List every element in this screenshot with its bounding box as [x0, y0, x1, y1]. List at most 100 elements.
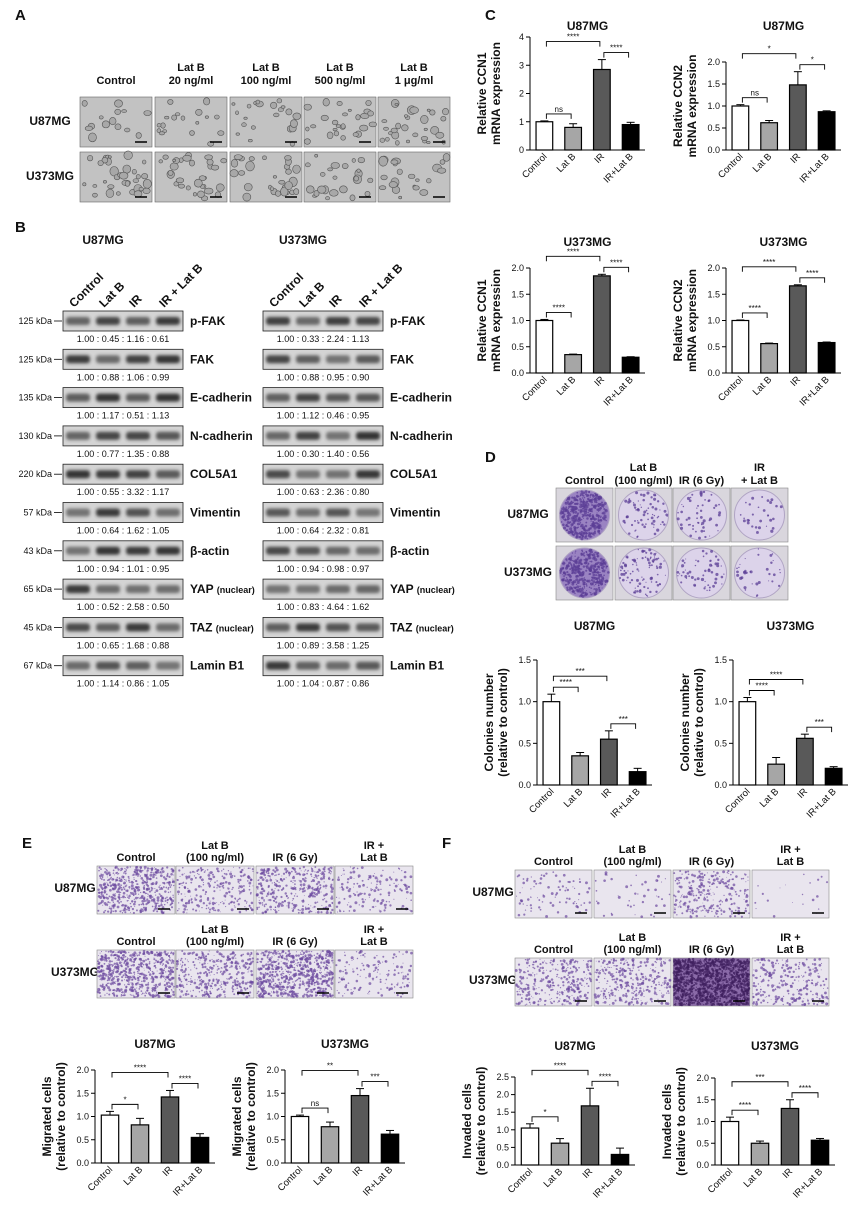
cell	[160, 868, 163, 871]
cell	[302, 965, 305, 968]
colony	[593, 592, 596, 595]
colony	[593, 504, 598, 508]
cell	[193, 981, 197, 985]
cell	[125, 873, 127, 875]
cell	[275, 874, 277, 876]
cell	[208, 884, 212, 888]
band	[266, 393, 290, 402]
cell	[606, 874, 608, 876]
cell	[281, 985, 285, 989]
cell	[165, 960, 169, 964]
colony	[579, 494, 582, 497]
cell	[274, 909, 277, 912]
cell	[267, 979, 270, 981]
cell	[164, 994, 167, 998]
cell	[594, 879, 597, 882]
cell	[656, 879, 659, 882]
cell	[168, 978, 172, 982]
cell	[106, 964, 109, 967]
cell	[375, 905, 377, 907]
cell	[307, 888, 309, 890]
cell	[150, 889, 153, 892]
cell	[144, 874, 148, 878]
colony	[684, 575, 688, 578]
cell	[179, 875, 181, 877]
colony	[689, 534, 693, 538]
colony	[745, 501, 747, 504]
cell	[154, 867, 155, 868]
cell	[182, 994, 185, 996]
cell	[167, 962, 170, 965]
cell	[118, 879, 121, 882]
cell	[384, 960, 388, 963]
cell	[640, 915, 644, 919]
cell	[322, 898, 324, 901]
cell	[164, 115, 170, 120]
cell	[178, 984, 181, 987]
cell	[394, 103, 399, 106]
cell	[162, 886, 165, 888]
cell	[136, 970, 139, 973]
cell	[100, 874, 104, 877]
cell	[350, 989, 352, 991]
colony	[663, 523, 666, 526]
colony	[595, 581, 597, 584]
cell	[393, 898, 395, 900]
band	[126, 508, 150, 517]
cell	[305, 993, 308, 996]
cell	[260, 896, 264, 900]
cell	[206, 898, 210, 901]
cell	[167, 887, 170, 890]
colony	[574, 496, 576, 499]
colony	[694, 564, 697, 567]
cell	[147, 971, 150, 973]
cell	[162, 881, 166, 885]
cell	[242, 993, 245, 996]
colony	[577, 566, 580, 569]
cell	[184, 893, 186, 895]
band	[356, 508, 380, 517]
cell	[353, 886, 354, 888]
cell	[133, 898, 136, 900]
cell	[142, 973, 146, 976]
cell	[117, 975, 120, 978]
band	[296, 393, 320, 402]
cell	[92, 192, 98, 198]
cell	[129, 912, 131, 914]
colony	[714, 581, 717, 585]
cell	[406, 897, 407, 899]
cell	[277, 959, 279, 961]
cell	[117, 954, 120, 958]
cell	[366, 886, 368, 888]
colony	[765, 525, 768, 527]
cell	[408, 968, 412, 972]
cell	[343, 869, 345, 872]
cell	[196, 972, 199, 975]
cell	[155, 889, 159, 892]
cell	[345, 961, 349, 964]
column-header: 1 μg/ml	[395, 75, 434, 87]
colony	[720, 565, 722, 567]
cell	[203, 962, 206, 965]
cell	[142, 882, 143, 884]
colony	[572, 533, 575, 537]
cell	[164, 877, 168, 881]
cell	[382, 955, 385, 958]
cell	[376, 883, 378, 886]
cell	[162, 911, 165, 914]
colony	[580, 537, 584, 541]
cell	[231, 985, 235, 988]
colony	[576, 514, 579, 516]
colony	[646, 595, 649, 597]
cell	[327, 953, 329, 955]
cell	[96, 990, 100, 994]
cell	[239, 967, 241, 969]
cell	[154, 868, 157, 871]
cell	[84, 125, 93, 131]
protein-label: Vimentin	[390, 506, 440, 520]
cell	[439, 159, 446, 165]
cell	[161, 964, 163, 966]
cell	[233, 154, 243, 160]
colony	[595, 571, 598, 574]
cell	[277, 966, 279, 968]
